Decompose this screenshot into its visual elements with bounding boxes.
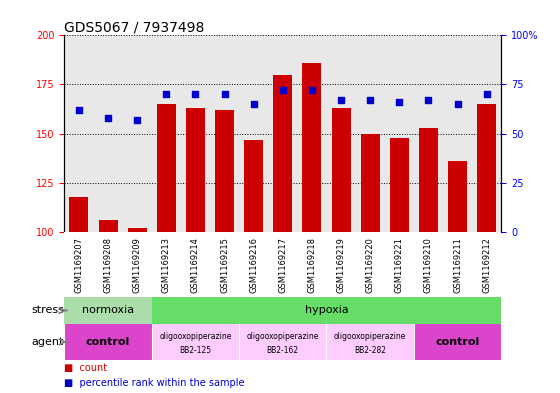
Bar xyxy=(64,297,152,324)
Bar xyxy=(302,63,321,232)
Bar xyxy=(128,228,147,232)
Point xyxy=(249,101,258,107)
Bar xyxy=(157,104,176,232)
Text: GSM1169219: GSM1169219 xyxy=(337,237,346,293)
Text: BB2-125: BB2-125 xyxy=(179,346,212,355)
Bar xyxy=(239,324,326,360)
Bar xyxy=(390,138,409,232)
Point xyxy=(220,91,229,97)
Text: normoxia: normoxia xyxy=(82,305,134,316)
Point xyxy=(133,117,142,123)
Bar xyxy=(186,108,205,232)
Bar xyxy=(244,140,263,232)
Text: GSM1169217: GSM1169217 xyxy=(278,237,287,293)
Text: stress: stress xyxy=(31,305,64,316)
Text: oligooxopiperazine: oligooxopiperazine xyxy=(334,332,407,341)
Text: GSM1169215: GSM1169215 xyxy=(220,237,229,293)
Point xyxy=(366,97,375,103)
Point xyxy=(307,87,316,94)
Text: GSM1169220: GSM1169220 xyxy=(366,237,375,293)
Text: oligooxopiperazine: oligooxopiperazine xyxy=(246,332,319,341)
Bar xyxy=(448,161,467,232)
Point xyxy=(74,107,83,113)
Point xyxy=(453,101,462,107)
Bar xyxy=(215,110,234,232)
Text: GSM1169213: GSM1169213 xyxy=(162,237,171,293)
Bar xyxy=(332,108,351,232)
Bar xyxy=(152,297,501,324)
Text: GSM1169212: GSM1169212 xyxy=(482,237,491,293)
Text: GSM1169218: GSM1169218 xyxy=(307,237,316,293)
Text: GSM1169207: GSM1169207 xyxy=(74,237,83,293)
Text: control: control xyxy=(435,337,480,347)
Text: BB2-282: BB2-282 xyxy=(354,346,386,355)
Point xyxy=(482,91,491,97)
Text: oligooxopiperazine: oligooxopiperazine xyxy=(159,332,232,341)
Text: GSM1169216: GSM1169216 xyxy=(249,237,258,293)
Point xyxy=(162,91,171,97)
Bar xyxy=(326,324,414,360)
Point xyxy=(278,87,287,94)
Text: GSM1169211: GSM1169211 xyxy=(453,237,462,293)
Text: control: control xyxy=(86,337,130,347)
Text: GSM1169221: GSM1169221 xyxy=(395,237,404,293)
Bar xyxy=(99,220,118,232)
Point xyxy=(337,97,346,103)
Point xyxy=(395,99,404,105)
Text: agent: agent xyxy=(31,337,64,347)
Bar xyxy=(361,134,380,232)
Text: ■  count: ■ count xyxy=(64,364,108,373)
Bar xyxy=(69,196,88,232)
Text: ■  percentile rank within the sample: ■ percentile rank within the sample xyxy=(64,378,245,388)
Point xyxy=(104,115,113,121)
Text: hypoxia: hypoxia xyxy=(305,305,348,316)
Text: GSM1169209: GSM1169209 xyxy=(133,237,142,293)
Text: GSM1169210: GSM1169210 xyxy=(424,237,433,293)
Bar xyxy=(64,324,152,360)
Point xyxy=(424,97,433,103)
Text: BB2-162: BB2-162 xyxy=(267,346,299,355)
Point xyxy=(191,91,200,97)
Bar xyxy=(419,128,438,232)
Bar xyxy=(477,104,496,232)
Text: GDS5067 / 7937498: GDS5067 / 7937498 xyxy=(64,20,205,34)
Bar xyxy=(273,75,292,232)
Bar xyxy=(152,324,239,360)
Text: GSM1169214: GSM1169214 xyxy=(191,237,200,293)
Text: GSM1169208: GSM1169208 xyxy=(104,237,113,293)
Bar xyxy=(414,324,501,360)
